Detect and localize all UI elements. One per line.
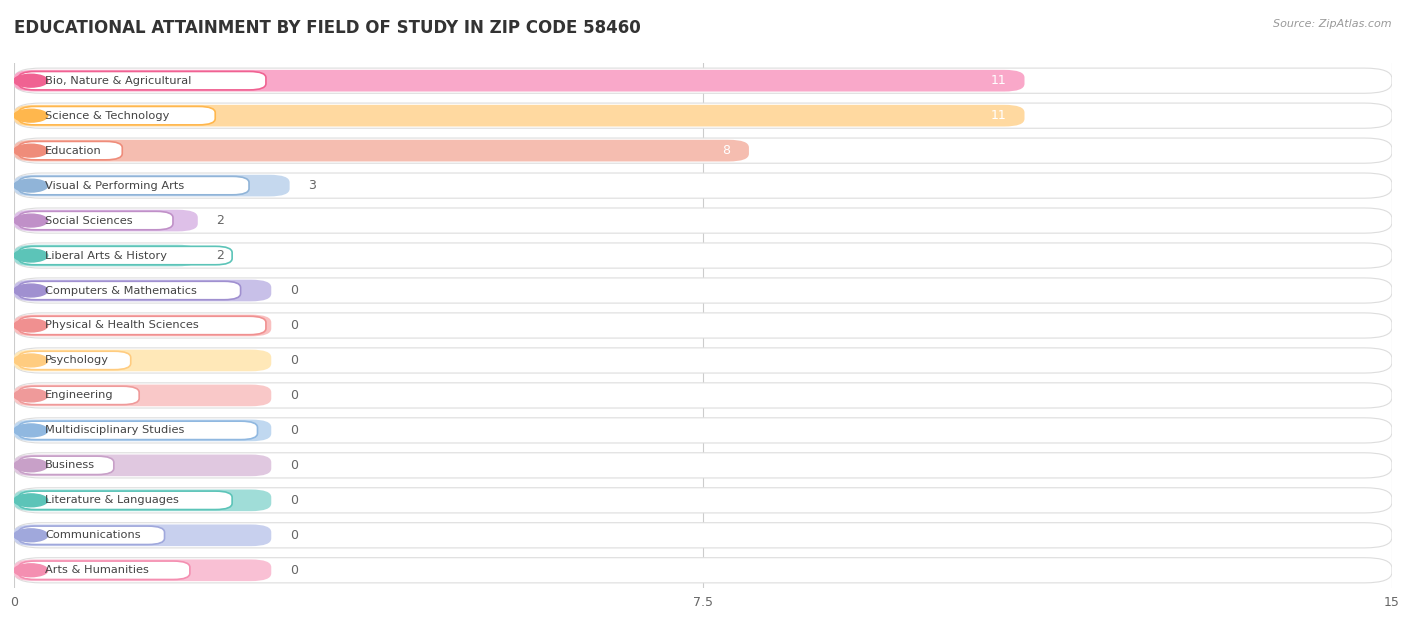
FancyBboxPatch shape <box>18 421 257 440</box>
Circle shape <box>14 494 48 507</box>
Text: Visual & Performing Arts: Visual & Performing Arts <box>45 181 184 191</box>
FancyBboxPatch shape <box>14 68 1392 94</box>
FancyBboxPatch shape <box>14 173 1392 198</box>
FancyBboxPatch shape <box>14 453 1392 478</box>
Text: 2: 2 <box>217 249 224 262</box>
FancyBboxPatch shape <box>14 454 271 476</box>
Circle shape <box>14 284 48 297</box>
FancyBboxPatch shape <box>14 490 271 511</box>
Text: Multidisciplinary Studies: Multidisciplinary Studies <box>45 425 184 435</box>
FancyBboxPatch shape <box>18 386 139 404</box>
Text: 3: 3 <box>308 179 316 192</box>
FancyBboxPatch shape <box>14 315 271 336</box>
Text: Communications: Communications <box>45 530 141 540</box>
FancyBboxPatch shape <box>18 526 165 545</box>
Circle shape <box>14 459 48 472</box>
FancyBboxPatch shape <box>14 488 1392 513</box>
Text: Computers & Mathematics: Computers & Mathematics <box>45 286 197 296</box>
FancyBboxPatch shape <box>14 523 1392 548</box>
Text: 0: 0 <box>290 284 298 297</box>
FancyBboxPatch shape <box>14 280 271 301</box>
Text: 0: 0 <box>290 529 298 542</box>
Text: 0: 0 <box>290 459 298 472</box>
Circle shape <box>14 564 48 577</box>
FancyBboxPatch shape <box>18 246 232 265</box>
FancyBboxPatch shape <box>14 138 1392 163</box>
FancyBboxPatch shape <box>18 211 173 230</box>
Circle shape <box>14 424 48 437</box>
FancyBboxPatch shape <box>18 491 232 509</box>
Text: 8: 8 <box>723 144 731 157</box>
Text: 0: 0 <box>290 389 298 402</box>
FancyBboxPatch shape <box>14 175 290 197</box>
FancyBboxPatch shape <box>14 385 271 406</box>
FancyBboxPatch shape <box>18 316 266 335</box>
Text: Literature & Languages: Literature & Languages <box>45 495 179 506</box>
Circle shape <box>14 319 48 332</box>
FancyBboxPatch shape <box>14 349 271 371</box>
Text: Arts & Humanities: Arts & Humanities <box>45 565 149 575</box>
Text: 11: 11 <box>990 109 1007 122</box>
FancyBboxPatch shape <box>14 383 1392 408</box>
FancyBboxPatch shape <box>14 105 1025 126</box>
Circle shape <box>14 249 48 262</box>
FancyBboxPatch shape <box>18 561 190 580</box>
FancyBboxPatch shape <box>18 142 122 160</box>
Text: Psychology: Psychology <box>45 355 110 365</box>
FancyBboxPatch shape <box>18 176 249 195</box>
Text: 0: 0 <box>290 494 298 507</box>
Text: 2: 2 <box>217 214 224 227</box>
Text: 0: 0 <box>290 319 298 332</box>
Text: EDUCATIONAL ATTAINMENT BY FIELD OF STUDY IN ZIP CODE 58460: EDUCATIONAL ATTAINMENT BY FIELD OF STUDY… <box>14 19 641 37</box>
Text: Science & Technology: Science & Technology <box>45 111 169 121</box>
FancyBboxPatch shape <box>14 525 271 546</box>
Circle shape <box>14 144 48 157</box>
Circle shape <box>14 109 48 122</box>
FancyBboxPatch shape <box>14 418 1392 443</box>
FancyBboxPatch shape <box>18 456 114 475</box>
Circle shape <box>14 179 48 192</box>
Text: 0: 0 <box>290 424 298 437</box>
Text: Physical & Health Sciences: Physical & Health Sciences <box>45 320 198 331</box>
FancyBboxPatch shape <box>18 106 215 125</box>
FancyBboxPatch shape <box>14 245 198 266</box>
Circle shape <box>14 214 48 227</box>
Text: Business: Business <box>45 460 96 470</box>
FancyBboxPatch shape <box>14 140 749 161</box>
FancyBboxPatch shape <box>14 559 271 581</box>
Text: Source: ZipAtlas.com: Source: ZipAtlas.com <box>1274 19 1392 29</box>
FancyBboxPatch shape <box>14 243 1392 268</box>
Text: Education: Education <box>45 145 101 155</box>
Text: 0: 0 <box>290 564 298 577</box>
Text: 11: 11 <box>990 74 1007 87</box>
FancyBboxPatch shape <box>14 420 271 441</box>
FancyBboxPatch shape <box>14 103 1392 128</box>
Circle shape <box>14 354 48 367</box>
FancyBboxPatch shape <box>14 278 1392 303</box>
Text: Engineering: Engineering <box>45 391 114 401</box>
Circle shape <box>14 74 48 87</box>
FancyBboxPatch shape <box>14 557 1392 583</box>
FancyBboxPatch shape <box>14 210 198 231</box>
Text: 0: 0 <box>290 354 298 367</box>
Circle shape <box>14 389 48 402</box>
Text: Social Sciences: Social Sciences <box>45 216 132 226</box>
Text: Liberal Arts & History: Liberal Arts & History <box>45 250 167 260</box>
FancyBboxPatch shape <box>14 313 1392 338</box>
FancyBboxPatch shape <box>14 70 1025 92</box>
FancyBboxPatch shape <box>14 348 1392 373</box>
Text: Bio, Nature & Agricultural: Bio, Nature & Agricultural <box>45 76 191 86</box>
FancyBboxPatch shape <box>18 351 131 370</box>
FancyBboxPatch shape <box>18 71 266 90</box>
Circle shape <box>14 529 48 542</box>
FancyBboxPatch shape <box>18 281 240 300</box>
FancyBboxPatch shape <box>14 208 1392 233</box>
